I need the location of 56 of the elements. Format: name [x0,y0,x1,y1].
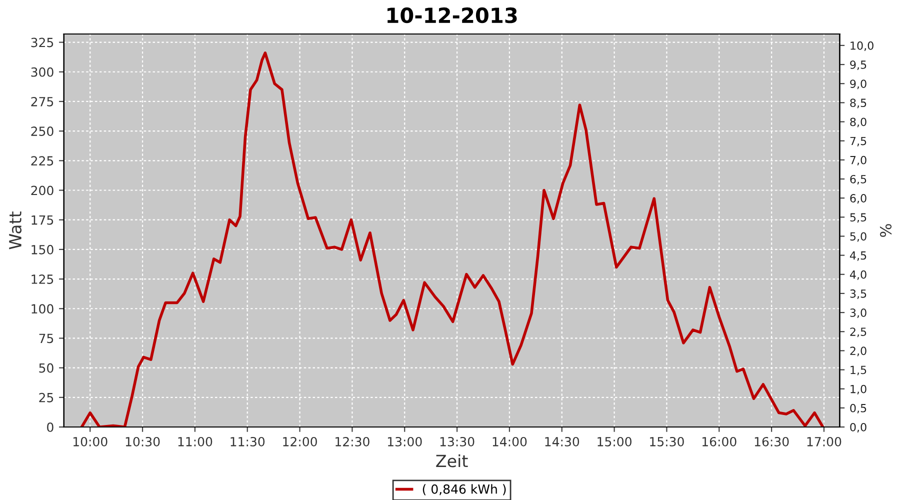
y-tick-label: 200 [31,186,54,196]
y2-tick-label: 1,5 [850,366,866,376]
x-tick-label: 10:00 [73,436,108,446]
x-tick-label: 14:00 [492,436,527,446]
line-series [80,52,824,427]
x-tick-label: 17:00 [807,436,842,446]
y-tick-label: 225 [31,156,54,166]
y-tick-label: 300 [31,67,54,77]
y2-tick-label: 3,5 [850,289,866,299]
y-tick-label: 125 [32,274,54,284]
y2-tick-label: 9,0 [850,80,866,90]
y-tick-label: 275 [31,96,54,106]
y-tick-label: 25 [39,392,54,402]
x-tick-label: 12:00 [283,436,317,446]
y2-tick-label: 5,0 [850,232,866,242]
y-tick-label: 150 [32,244,54,254]
x-tick-label: 13:00 [388,436,422,446]
y2-tick-label: 7,5 [850,136,866,146]
y-tick-label: 75 [39,334,54,344]
y2-tick-label: 6,5 [850,174,866,185]
y-tick-label: 50 [39,363,54,373]
y-tick-label: 175 [32,215,54,225]
x-tick-label: 10:30 [126,436,160,446]
y-tick-label: 100 [32,304,54,314]
x-tick-label: 14:30 [545,436,580,446]
y2-tick-label: 0,5 [850,404,866,414]
y2-tick-label: 4,0 [850,270,866,280]
y2-tick-label: 8,5 [850,98,866,108]
y-tick-label: 0 [47,422,54,432]
y2-tick-label: 9,5 [850,60,866,70]
x-axis-title: Zeit [436,454,468,468]
y2-tick-label: 2,0 [850,346,866,356]
x-tick-label: 11:30 [230,436,265,446]
x-tick-label: 16:30 [754,436,789,446]
y2-tick-label: 10,0 [850,41,874,51]
x-tick-label: 13:30 [440,436,474,446]
y2-tick-label: 5,5 [850,213,866,223]
y-tick-label: 325 [31,38,54,48]
x-tick-label: 15:30 [650,436,684,446]
y2-tick-label: 2,5 [850,328,866,338]
y2-tick-label: 6,0 [850,194,866,204]
y2-tick-label: 1,0 [850,384,866,394]
x-tick-label: 15:00 [598,436,632,446]
legend-label: ( 0,846 kWh ) [422,484,506,496]
y-tick-label: 250 [31,126,54,136]
chart-title: 10-12-2013 [388,7,517,24]
x-tick-label: 12:30 [336,436,370,446]
y2-tick-label: 4,5 [850,251,866,261]
y-axis-title: Watt [9,212,22,250]
x-tick-label: 16:00 [702,436,736,446]
y2-tick-label: 3,0 [850,308,866,318]
y2-tick-label: 0,0 [850,422,866,433]
y2-axis-title: % [880,224,892,237]
x-tick-label: 11:00 [178,436,212,446]
y2-tick-label: 7,0 [850,156,866,166]
y2-tick-label: 8,0 [850,118,866,128]
